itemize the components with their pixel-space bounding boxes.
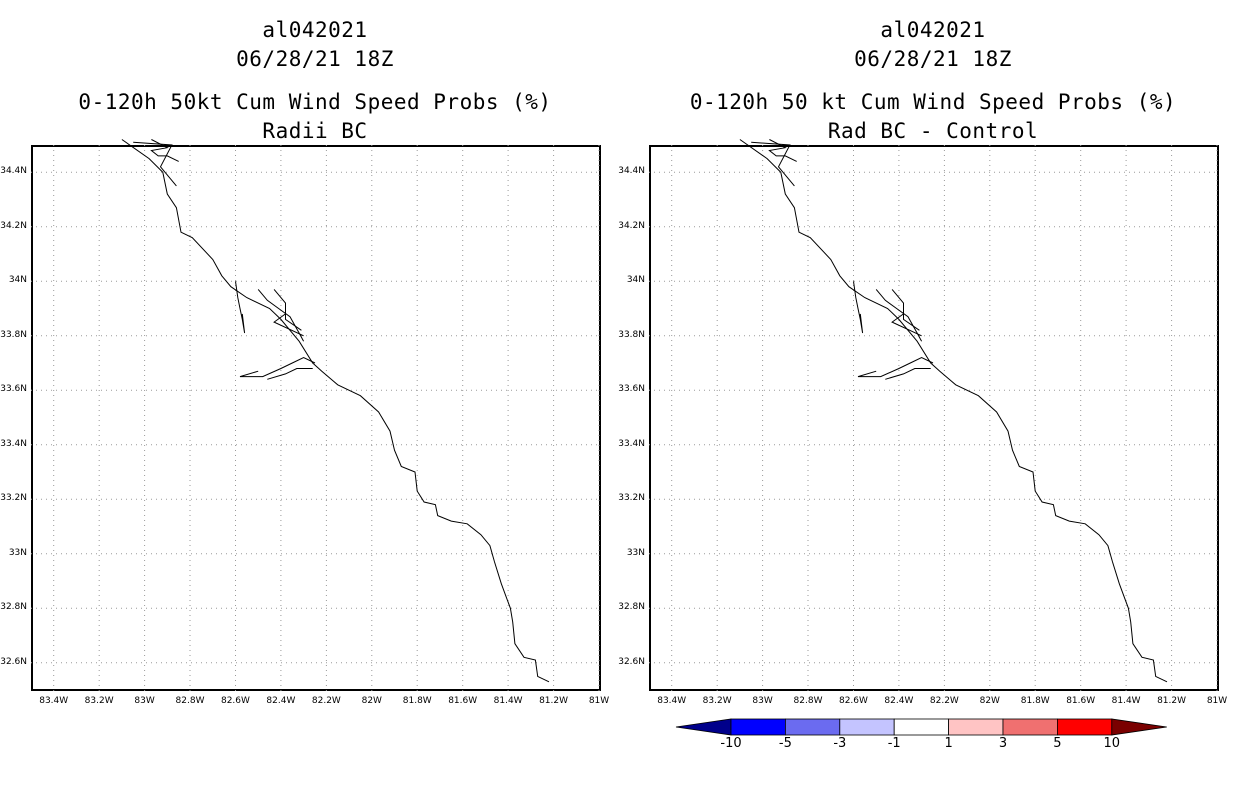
- right-estuary-5: [891, 313, 922, 337]
- right-map-frame: [649, 145, 1219, 691]
- left-lat-label: 33.2N: [0, 493, 27, 504]
- left-lon-label: 82.8W: [175, 696, 205, 706]
- left-coastline: [121, 139, 550, 683]
- colorbar-max-arrow: [1111, 718, 1167, 736]
- left-lat-label: 32.6N: [0, 656, 27, 667]
- right-lon-label: 82.4W: [884, 696, 914, 706]
- right-lat-label: 34.2N: [618, 220, 645, 231]
- left-lon-label: 81.4W: [493, 696, 523, 706]
- left-estuary-0: [150, 139, 179, 162]
- right-estuary-4: [891, 289, 920, 331]
- colorbar-swatch: [785, 718, 841, 736]
- colorbar-swatch: [730, 718, 786, 736]
- left-lon-label: 82W: [361, 696, 382, 706]
- right-lon-label: 81.2W: [1157, 696, 1187, 706]
- right-estuary-2: [853, 281, 864, 334]
- colorbar-min-arrow: [675, 718, 732, 736]
- right-lon-label: 82.6W: [838, 696, 868, 706]
- colorbar-label: 10: [1103, 736, 1121, 751]
- left-estuary-4: [273, 289, 302, 331]
- right-lat-label: 32.6N: [618, 656, 645, 667]
- right-valid-time: 06/28/21 18Z: [854, 47, 1012, 71]
- left-lat-label: 33N: [8, 547, 27, 558]
- right-lon-label: 81.4W: [1111, 696, 1141, 706]
- colorbar-label: -1: [887, 736, 901, 751]
- right-lat-label: 33.4N: [618, 438, 645, 449]
- right-estuary-1: [751, 141, 795, 187]
- right-lon-label: 83.4W: [657, 696, 687, 706]
- left-lat-label: 34N: [8, 275, 27, 286]
- right-lon-label: 82.2W: [929, 696, 959, 706]
- right-storm-id: al042021: [880, 18, 986, 42]
- colorbar-swatch: [1002, 718, 1058, 736]
- colorbar-label: 3: [998, 736, 1008, 751]
- right-lat-label: 33.6N: [618, 384, 645, 395]
- right-lat-label: 34N: [626, 275, 645, 286]
- right-estuary-7: [885, 368, 931, 380]
- left-panel-title: al042021 06/28/21 18Z 0-120h 50kt Cum Wi…: [30, 16, 600, 146]
- right-lon-label: 81.6W: [1066, 696, 1096, 706]
- right-lon-label: 82.8W: [793, 696, 823, 706]
- right-coastline: [739, 139, 1168, 683]
- left-lat-label: 33.8N: [0, 329, 27, 340]
- left-lon-label: 82.2W: [311, 696, 341, 706]
- left-lon-label: 81.6W: [448, 696, 478, 706]
- colorbar-swatch: [1057, 718, 1113, 736]
- right-lon-label: 81W: [1206, 696, 1228, 706]
- colorbar-label: 5: [1053, 736, 1062, 751]
- left-lat-label: 34.4N: [0, 166, 27, 177]
- left-lat-label: 33.4N: [0, 438, 27, 449]
- left-lon-label: 82.6W: [220, 696, 250, 706]
- left-lon-label: 82.4W: [266, 696, 296, 706]
- right-lat-label: 32.8N: [618, 602, 645, 613]
- left-estuary-7: [267, 368, 313, 380]
- left-valid-time: 06/28/21 18Z: [236, 47, 394, 71]
- left-estuary-1: [133, 141, 177, 187]
- left-lat-label: 32.8N: [0, 602, 27, 613]
- right-product-title: 0-120h 50 kt Cum Wind Speed Probs (%): [689, 90, 1177, 114]
- right-lon-label: 82W: [979, 696, 1000, 706]
- left-estuary-5: [273, 313, 304, 337]
- right-lon-label: 83W: [752, 696, 773, 706]
- right-lon-label: 83.2W: [702, 696, 732, 706]
- right-panel-title: al042021 06/28/21 18Z 0-120h 50 kt Cum W…: [648, 16, 1218, 146]
- right-estuary-6: [857, 357, 934, 378]
- left-lon-label: 83.2W: [84, 696, 114, 706]
- left-estuary-6: [239, 357, 316, 378]
- colorbar-label: -3: [833, 736, 847, 751]
- colorbar-label: -5: [778, 736, 792, 751]
- left-lon-label: 83W: [134, 696, 155, 706]
- colorbar-swatch: [893, 718, 950, 736]
- left-lat-label: 34.2N: [0, 220, 27, 231]
- colorbar-label: 1: [944, 736, 953, 751]
- colorbar-swatch: [948, 718, 1004, 736]
- left-lon-label: 81W: [588, 696, 610, 706]
- colorbar-label: -10: [720, 736, 742, 751]
- right-estuary-0: [768, 139, 797, 162]
- left-map-frame: [31, 145, 601, 691]
- left-lon-label: 81.8W: [402, 696, 432, 706]
- right-lat-label: 33.2N: [618, 493, 645, 504]
- left-product-title: 0-120h 50kt Cum Wind Speed Probs (%): [78, 90, 552, 114]
- left-storm-id: al042021: [262, 18, 368, 42]
- right-lat-label: 33N: [626, 547, 645, 558]
- left-subtitle: Radii BC: [262, 119, 368, 143]
- left-lon-label: 81.2W: [539, 696, 569, 706]
- left-estuary-2: [235, 281, 246, 334]
- right-lat-label: 33.8N: [618, 329, 645, 340]
- right-lat-label: 34.4N: [618, 166, 645, 177]
- colorbar-swatch: [839, 718, 895, 736]
- right-lon-label: 81.8W: [1020, 696, 1050, 706]
- left-lon-label: 83.4W: [39, 696, 69, 706]
- right-subtitle: Rad BC - Control: [827, 119, 1039, 143]
- left-lat-label: 33.6N: [0, 384, 27, 395]
